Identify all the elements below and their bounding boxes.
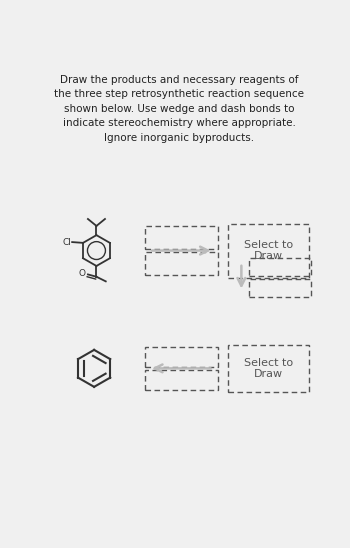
Text: Select to
Draw: Select to Draw [244, 358, 293, 379]
Text: O: O [79, 269, 86, 278]
Text: Select to
Draw: Select to Draw [244, 240, 293, 261]
Text: Cl: Cl [63, 238, 71, 247]
Text: Draw the products and necessary reagents of
the three step retrosynthetic reacti: Draw the products and necessary reagents… [54, 75, 304, 142]
